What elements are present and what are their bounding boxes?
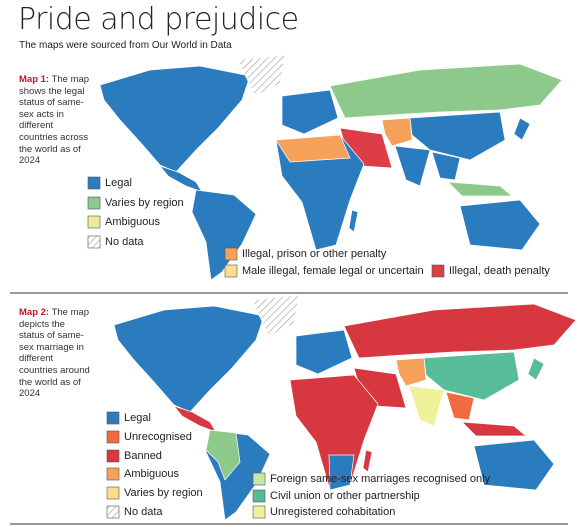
region <box>295 329 353 375</box>
legend-label: Ambiguous <box>124 468 180 480</box>
legend-swatch <box>87 235 101 249</box>
legend-label: No data <box>105 236 144 248</box>
legend-label: Legal <box>124 412 151 424</box>
region <box>473 439 555 491</box>
region <box>158 165 203 193</box>
legend-swatch <box>87 215 101 229</box>
legend-label: Illegal, death penalty <box>449 265 550 277</box>
region <box>191 189 257 281</box>
legend-label: Civil union or other partnership <box>270 490 420 502</box>
map-label: Map 2: <box>19 307 50 318</box>
legend-label: Legal <box>105 177 132 189</box>
region <box>237 54 286 97</box>
region <box>381 117 413 147</box>
legend-label: Unregistered cohabitation <box>270 506 395 518</box>
legend-label: Foreign same-sex marriages recognised on… <box>270 473 491 485</box>
legend-swatch <box>224 264 238 278</box>
legend-label: No data <box>124 506 163 518</box>
legend-swatch <box>106 486 120 500</box>
title: Pride and prejudice <box>18 2 299 37</box>
legend-swatch <box>87 176 101 190</box>
region <box>275 134 365 251</box>
region <box>251 294 300 337</box>
region <box>394 145 431 187</box>
region <box>343 303 577 359</box>
description-text: The map shows the legal status of same-s… <box>19 74 90 167</box>
region <box>461 421 527 437</box>
legend-label: Male illegal, female legal or uncertain <box>242 265 424 277</box>
region <box>527 357 545 381</box>
region <box>408 385 445 427</box>
legend-swatch <box>252 489 266 503</box>
legend-swatch <box>106 505 120 519</box>
region <box>395 357 427 387</box>
description-text: The map depicts the status of same-sex m… <box>19 307 90 400</box>
legend-swatch <box>224 247 238 261</box>
legend-swatch <box>106 430 120 444</box>
region <box>329 63 563 119</box>
legend-swatch <box>252 505 266 519</box>
region <box>348 209 359 233</box>
map-label: Map 1: <box>19 74 50 85</box>
legend-label: Varies by region <box>124 487 203 499</box>
region <box>205 429 241 481</box>
region <box>328 454 355 491</box>
legend-label: Varies by region <box>105 197 184 209</box>
region <box>459 199 541 251</box>
region <box>281 89 339 135</box>
legend-swatch <box>106 449 120 463</box>
region <box>445 391 475 421</box>
region <box>409 111 506 161</box>
legend-label: Illegal, prison or other penalty <box>242 248 387 260</box>
legend-swatch <box>106 467 120 481</box>
subtitle: The maps were sourced from Our World in … <box>19 40 232 51</box>
region <box>113 305 265 413</box>
legend-label: Banned <box>124 450 162 462</box>
map-description: Map 1: The map shows the legal status of… <box>19 74 91 167</box>
region <box>362 449 373 473</box>
region <box>447 181 513 197</box>
legend-label: Unrecognised <box>124 431 192 443</box>
legend-swatch <box>87 196 101 210</box>
map-description: Map 2: The map depicts the status of sam… <box>19 307 91 400</box>
region <box>172 405 217 433</box>
world-map <box>99 54 563 281</box>
region <box>513 117 531 141</box>
legend-swatch <box>431 264 445 278</box>
region <box>431 151 461 181</box>
legend-swatch <box>252 472 266 486</box>
legend-swatch <box>106 411 120 425</box>
legend-label: Ambiguous <box>105 216 161 228</box>
world-map <box>113 294 577 521</box>
region <box>99 65 251 173</box>
region <box>275 134 351 163</box>
region <box>423 351 520 401</box>
